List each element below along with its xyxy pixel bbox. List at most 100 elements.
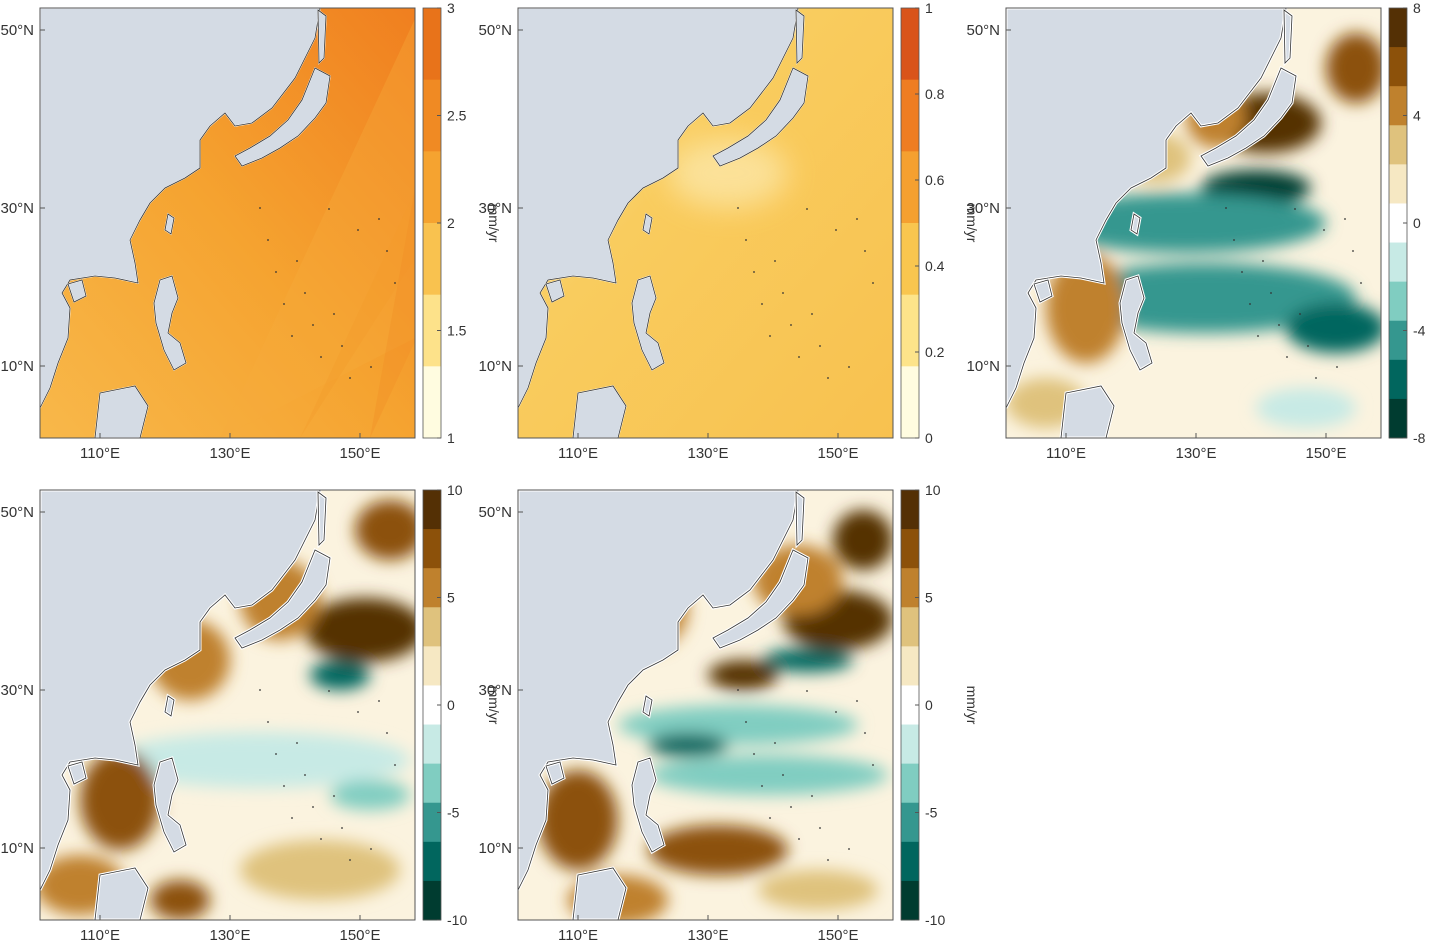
anomaly-blob — [538, 770, 618, 870]
colorbar: 3 2.5 2 1.5 1 mm/yr — [422, 0, 502, 446]
island-dot — [745, 721, 747, 723]
colorbar: 840-4-8mm/yr — [1388, 0, 1426, 446]
island-dot — [798, 838, 800, 840]
island-dot — [1257, 335, 1259, 337]
colorbar-tick-label: 5 — [447, 590, 455, 606]
anomaly-blob — [648, 733, 728, 757]
map-field — [518, 490, 893, 920]
colorbar-unit-label: mm/yr — [486, 686, 502, 725]
colorbar-segment — [423, 685, 441, 726]
anomaly-blob — [833, 510, 893, 570]
colorbar-segment — [423, 366, 441, 439]
lat-tick-label: 50°N — [966, 22, 1000, 39]
colorbar-segment — [901, 8, 919, 81]
lon-tick-label: 130°E — [687, 445, 728, 462]
colorbar-segment — [901, 646, 919, 686]
lon-tick-label: 110°E — [1046, 445, 1086, 462]
colorbar-tick-label: 0.8 — [925, 86, 945, 102]
anomaly-blob — [648, 755, 888, 795]
island-dot — [769, 817, 771, 819]
island-dot — [1315, 377, 1317, 379]
lon-tick-label: 110°E — [80, 927, 120, 941]
island-dot — [872, 282, 874, 284]
island-dot — [782, 292, 784, 294]
anomaly-blob — [1046, 253, 1126, 363]
lat-tick-label: 30°N — [0, 200, 34, 217]
map-panel-b: 110°E 130°E 150°E 50°N 30°N 10°N 1 0.8 0.6 0.4 0.2… — [478, 0, 980, 462]
lon-tick-label: 130°E — [1175, 445, 1216, 462]
island-dot — [333, 795, 335, 797]
island-dot — [328, 208, 330, 210]
anomaly-blob — [330, 780, 410, 810]
colorbar-tick-label: 10 — [447, 482, 463, 498]
colorbar-unit-label: mm/yr — [964, 686, 980, 725]
island-dot — [1225, 207, 1227, 209]
lon-tick-label: 130°E — [209, 445, 250, 462]
lat-tick-label: 50°N — [478, 504, 512, 521]
island-dot — [304, 774, 306, 776]
island-dot — [1360, 282, 1362, 284]
colorbar-segment — [901, 490, 919, 530]
colorbar-segment — [1389, 86, 1407, 126]
lon-tick-label: 130°E — [687, 927, 728, 941]
colorbar-tick-label: 1 — [925, 0, 933, 16]
colorbar-segment — [423, 724, 441, 765]
map-field — [1006, 8, 1381, 438]
contour-band — [668, 138, 788, 208]
colorbar-segment — [1389, 125, 1407, 165]
island-dot — [864, 250, 866, 252]
anomaly-blob — [80, 750, 160, 850]
island-dot — [1249, 303, 1251, 305]
colorbar-segment — [423, 151, 441, 224]
island-dot — [856, 218, 858, 220]
map-field — [518, 8, 893, 438]
map-frame — [1005, 7, 1382, 439]
island-dot — [283, 785, 285, 787]
anomaly-blob — [1256, 388, 1356, 428]
anomaly-blob — [763, 648, 853, 672]
colorbar-tick-label: -5 — [447, 805, 460, 821]
island-dot — [1233, 239, 1235, 241]
island-dot — [1294, 208, 1296, 210]
lon-tick-label: 110°E — [558, 927, 598, 941]
colorbar-segment — [901, 763, 919, 804]
colorbar-tick-label: 0.2 — [925, 344, 945, 360]
island-dot — [864, 732, 866, 734]
colorbar-tick-label: -8 — [1413, 430, 1426, 446]
colorbar-tick-label: 0.6 — [925, 172, 945, 188]
colorbar-segment — [1389, 398, 1407, 439]
lat-tick-label: 10°N — [478, 840, 512, 857]
island-dot — [745, 239, 747, 241]
island-dot — [1323, 229, 1325, 231]
colorbar-segment — [423, 8, 441, 81]
island-dot — [819, 827, 821, 829]
colorbar-segment — [901, 568, 919, 608]
anomaly-blob — [310, 660, 370, 690]
anomaly-blob — [305, 598, 415, 662]
colorbar-segment — [423, 646, 441, 686]
island-dot — [798, 356, 800, 358]
lon-tick-label: 150°E — [339, 445, 380, 462]
island-dot — [296, 260, 298, 262]
colorbar-segment — [423, 802, 441, 843]
colorbar-unit-label: mm/yr — [964, 204, 980, 243]
lon-tick-label: 150°E — [817, 927, 858, 941]
island-dot — [769, 335, 771, 337]
lon-tick-label: 130°E — [209, 927, 250, 941]
island-dot — [320, 838, 322, 840]
colorbar-segment — [423, 763, 441, 804]
colorbar-segment — [1389, 359, 1407, 400]
colorbar-segment — [423, 568, 441, 608]
map-field — [40, 8, 415, 438]
colorbar-tick-label: -4 — [1413, 323, 1426, 339]
colorbar-tick-label: 4 — [1413, 108, 1421, 124]
island-dot — [328, 690, 330, 692]
island-dot — [370, 366, 372, 368]
island-dot — [790, 806, 792, 808]
island-dot — [357, 711, 359, 713]
colorbar-segment — [423, 294, 441, 367]
map-panel-c: 110°E 130°E 150°E 50°N 30°N 10°N 8 4 0 -4 -8 mm/yr — [966, 0, 1426, 462]
colorbar-segment — [901, 294, 919, 367]
colorbar-segment — [901, 151, 919, 224]
